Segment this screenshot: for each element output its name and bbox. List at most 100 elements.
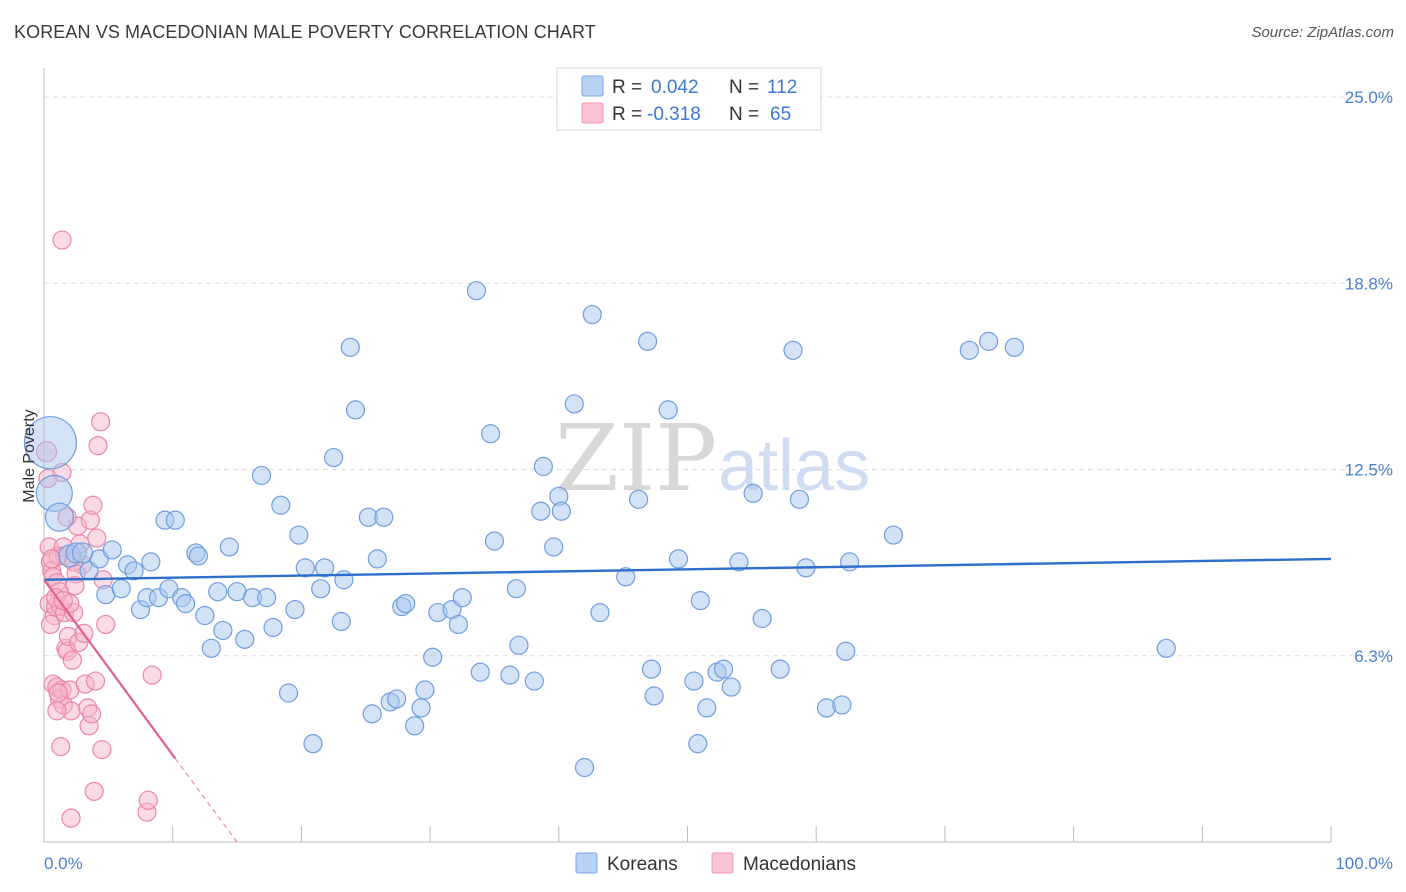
macedonian-point-41 <box>85 671 106 691</box>
macedonian-point-40 <box>84 781 104 801</box>
macedonian-point-56 <box>48 683 68 703</box>
legend-swatch-macedonians <box>581 102 604 124</box>
legend-r-value-koreans: 0.042 <box>651 77 699 98</box>
korean-point-12 <box>124 561 144 581</box>
macedonian-point-64 <box>53 591 73 611</box>
korean-point-87 <box>668 549 689 569</box>
korean-point-62 <box>448 614 469 635</box>
bottom-legend-swatch-koreans[interactable] <box>575 852 598 874</box>
korean-point-93 <box>713 659 734 679</box>
korean-point-46 <box>340 337 360 357</box>
korean-point-43 <box>323 447 344 468</box>
korean-point-28 <box>219 537 239 557</box>
macedonian-point-30 <box>52 230 72 250</box>
korean-point-44 <box>331 611 351 632</box>
korean-point-36 <box>278 683 299 703</box>
korean-point-41 <box>311 579 331 599</box>
legend-r-value-macedonians: -0.318 <box>647 104 701 125</box>
legend-n-label-koreans: N = <box>729 77 759 98</box>
macedonians-trend-line <box>43 579 177 760</box>
korean-point-39 <box>295 558 315 578</box>
korean-point-96 <box>743 483 763 503</box>
korean-point-100 <box>789 489 810 509</box>
macedonian-point-58 <box>42 549 62 569</box>
korean-point-84 <box>641 659 662 679</box>
korean-point-19 <box>165 510 185 530</box>
korean-point-5 <box>72 542 94 564</box>
korean-point-57 <box>411 698 431 718</box>
macedonian-point-38 <box>82 704 102 724</box>
legend-box: R = 0.042 N = 112 R = -0.318 N = 65 <box>556 67 822 131</box>
korean-point-98 <box>770 659 790 679</box>
korean-point-78 <box>574 757 595 778</box>
korean-point-42 <box>314 558 335 578</box>
korean-point-37 <box>285 599 305 620</box>
korean-point-74 <box>544 537 564 557</box>
macedonian-point-42 <box>87 528 107 548</box>
korean-point-105 <box>840 552 860 572</box>
korean-point-99 <box>783 340 803 360</box>
x-tick-label-max: 100.0% <box>1335 854 1393 873</box>
bottom-legend-swatch-macedonians[interactable] <box>711 852 734 874</box>
korean-point-23 <box>188 546 209 566</box>
korean-point-106 <box>883 525 904 545</box>
macedonian-point-45 <box>92 740 112 760</box>
macedonian-point-47 <box>96 614 116 635</box>
korean-point-8 <box>102 540 122 560</box>
watermark: ZIP atlas <box>555 405 870 512</box>
korean-point-65 <box>470 662 490 682</box>
korean-point-67 <box>484 531 505 551</box>
korean-point-110 <box>1156 638 1176 658</box>
korean-point-26 <box>208 582 228 602</box>
korean-point-47 <box>345 400 366 420</box>
korean-point-10 <box>111 579 131 599</box>
korean-point-72 <box>531 501 551 521</box>
korean-point-32 <box>251 465 272 486</box>
korean-point-55 <box>396 593 416 614</box>
korean-point-88 <box>684 671 704 691</box>
korean-point-53 <box>387 689 407 709</box>
legend-swatch-koreans <box>581 75 604 97</box>
korean-point-59 <box>423 647 443 667</box>
korean-point-86 <box>658 400 678 420</box>
macedonian-point-44 <box>91 412 111 432</box>
korean-point-68 <box>500 665 520 685</box>
korean-point-91 <box>697 698 717 718</box>
korean-point-77 <box>564 394 584 414</box>
macedonian-point-48 <box>51 737 71 757</box>
korean-point-69 <box>506 579 526 599</box>
y-tick-label-0: 6.3% <box>1354 647 1393 666</box>
macedonian-point-39 <box>83 495 103 515</box>
korean-point-0 <box>23 416 78 470</box>
korean-point-63 <box>452 588 472 608</box>
macedonian-point-52 <box>142 665 162 685</box>
y-axis-label: Male Poverty <box>21 409 38 502</box>
koreans-trend-line <box>43 557 1332 581</box>
korean-point-82 <box>628 489 649 509</box>
chart-title: KOREAN VS MACEDONIAN MALE POVERTY CORREL… <box>14 22 596 42</box>
korean-point-64 <box>466 281 487 301</box>
korean-point-21 <box>175 593 196 614</box>
bottom-legend-koreans[interactable]: Koreans <box>607 854 678 875</box>
korean-point-51 <box>374 507 394 527</box>
koreans-points <box>23 281 1176 778</box>
korean-point-66 <box>480 424 501 444</box>
bottom-legend[interactable]: Koreans Macedonians <box>575 852 856 875</box>
korean-point-81 <box>616 567 636 587</box>
korean-point-94 <box>721 677 741 697</box>
macedonian-point-51 <box>138 790 158 810</box>
korean-point-104 <box>836 641 856 661</box>
y-tick-label-1: 12.5% <box>1345 461 1393 480</box>
korean-point-58 <box>415 680 435 700</box>
korean-point-50 <box>367 549 387 569</box>
korean-point-70 <box>509 635 529 655</box>
x-tick-label-min: 0.0% <box>44 854 83 873</box>
korean-point-103 <box>832 695 852 715</box>
korean-point-80 <box>590 602 610 623</box>
korean-point-25 <box>201 638 221 658</box>
korean-point-107 <box>959 340 979 360</box>
korean-point-27 <box>213 620 233 641</box>
macedonian-point-59 <box>65 576 85 596</box>
legend-r-label-macedonians: R = <box>612 104 642 125</box>
bottom-legend-macedonians[interactable]: Macedonians <box>743 854 856 875</box>
